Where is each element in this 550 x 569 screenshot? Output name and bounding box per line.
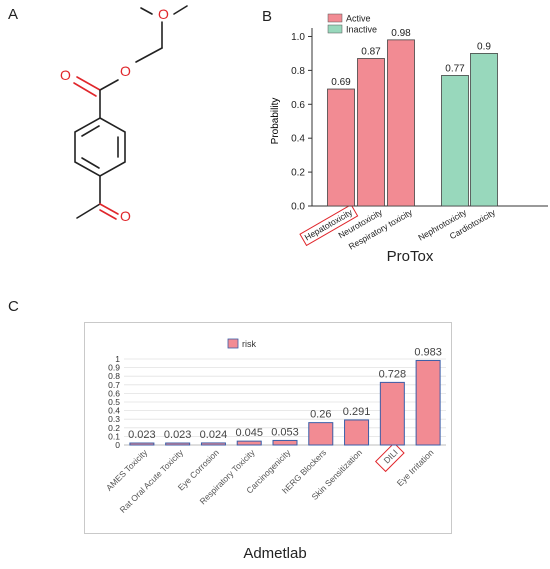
panel-label-a: A: [8, 6, 19, 23]
admetlab-legend: risk: [227, 338, 256, 349]
admetlab-bar-eye-irritation: [415, 359, 441, 446]
protox-y-tick-label: 0.0: [291, 202, 305, 213]
admetlab-value-label: 0.983: [414, 346, 442, 358]
ring-double-3: [81, 125, 100, 137]
atom-o1: O: [120, 208, 131, 224]
admetlab-value-label: 0.023: [128, 429, 156, 441]
admetlab-value-label: 0.053: [271, 426, 299, 438]
admetlab-caption: Admetlab: [243, 545, 307, 562]
admetlab-bar-respiratory-toxicity: [236, 440, 262, 446]
protox-value-label: 0.9: [477, 41, 491, 52]
admetlab-y-tick-label: 0.6: [108, 388, 120, 398]
protox-bars: 0.69 0.87 0.98 0.77 0.9: [327, 28, 498, 207]
protox-ylabel: Probability: [270, 98, 281, 145]
admetlab-bar-carcinogenicity: [272, 439, 298, 446]
admetlab-y-tick-label: 0.3: [108, 414, 120, 424]
protox-y-tick-label: 0.6: [291, 100, 305, 111]
atom-o3: O: [120, 63, 131, 79]
protox-legend-swatch-active: [327, 13, 343, 23]
admetlab-y-tick-label: 0: [115, 440, 120, 450]
protox-bar-nephrotoxicity: [441, 75, 469, 207]
protox-value-label: 0.77: [445, 63, 465, 74]
protox-highlight-box: [299, 204, 359, 247]
protox-value-label: 0.69: [331, 77, 351, 88]
admetlab-y-tick-label: 0.9: [108, 363, 120, 373]
protox-bar-chart: Probability 0.00.20.40.60.81.0Hepatotoxi…: [270, 13, 548, 250]
bond-carbonyl-o2-b: [73, 82, 97, 97]
admetlab-value-label: 0.023: [164, 429, 192, 441]
admetlab-bars: 0.023 0.023 0.024 0.045 0.053 0.26 0.291 0.728 0…: [128, 346, 442, 446]
admetlab-frame: [84, 322, 452, 534]
protox-y-tick-label: 0.8: [291, 66, 305, 77]
protox-y-tick-label: 1.0: [291, 32, 305, 43]
panel-label-c: C: [8, 298, 19, 315]
admetlab-value-label: 0.024: [200, 429, 228, 441]
protox-legend-swatch-inactive: [327, 24, 343, 34]
protox-legend-label-active: Active: [346, 14, 371, 24]
admetlab-y-tick-label: 0.5: [108, 397, 120, 407]
atom-o2: O: [60, 67, 71, 83]
bond-carbonyl-o2-a: [76, 76, 101, 91]
bond-lines: [73, 5, 188, 220]
protox-bar-neurotoxicity: [357, 58, 385, 207]
admetlab-legend-swatch-risk: [227, 338, 239, 349]
molecule-structure: O O O O: [60, 5, 188, 224]
protox-caption: ProTox: [386, 248, 434, 265]
bond-o3-carbonyl: [99, 79, 119, 91]
protox-bar-hepatotoxicity: [327, 88, 355, 207]
admetlab-bar-herg-blockers: [308, 422, 334, 446]
admetlab-bar-eye-corrosion: [200, 442, 226, 446]
bond-ch2-o4: [140, 7, 153, 15]
bond-methyl-o4: [173, 5, 188, 15]
panel-label-b: B: [262, 8, 273, 25]
admetlab-y-tick-label: 0.4: [108, 406, 120, 416]
admetlab-bar-ames-toxicity: [129, 442, 155, 446]
admetlab-x-tick-label-highlighted: DILI: [382, 447, 400, 465]
admetlab-value-label: 0.045: [235, 427, 263, 439]
bond-ch2-o3: [135, 47, 163, 63]
protox-value-label: 0.87: [361, 47, 381, 58]
admetlab-y-tick-label: 0.2: [108, 423, 120, 433]
ring-double-2: [81, 157, 100, 169]
admetlab-y-tick-label: 0.1: [108, 431, 120, 441]
protox-y-tick-label: 0.2: [291, 168, 305, 179]
bond-acetyl-o1-a: [99, 203, 119, 215]
bond-acetyl-o1-b: [99, 209, 117, 220]
admetlab-bar-rat-oral-acute-toxicity: [165, 442, 191, 446]
admetlab-x-tick-label: Rat Oral Acute Toxicity: [118, 447, 186, 515]
protox-bar-respiratory-toxicity: [387, 39, 415, 207]
admetlab-highlight-box: [374, 442, 405, 473]
protox-value-label: 0.98: [391, 28, 411, 39]
admetlab-value-label: 0.728: [379, 368, 407, 380]
atom-o4: O: [158, 6, 169, 22]
admetlab-bar-dili: [379, 381, 405, 446]
admetlab-bar-skin-sensitization: [344, 419, 370, 446]
admetlab-y-tick-label: 0.8: [108, 371, 120, 381]
admetlab-y-tick-label: 0.7: [108, 380, 120, 390]
admetlab-value-label: 0.291: [343, 406, 371, 418]
admetlab-x-tick-label: Eye Irritation: [395, 447, 436, 488]
admetlab-value-label: 0.26: [310, 409, 331, 421]
protox-legend-label-inactive: Inactive: [346, 25, 377, 35]
admetlab-y-tick-label: 1: [115, 354, 120, 364]
protox-bar-cardiotoxicity: [470, 53, 498, 207]
admetlab-legend-label-risk: risk: [242, 339, 256, 349]
bond-acetyl-methyl: [76, 203, 101, 219]
protox-y-tick-label: 0.4: [291, 134, 305, 145]
